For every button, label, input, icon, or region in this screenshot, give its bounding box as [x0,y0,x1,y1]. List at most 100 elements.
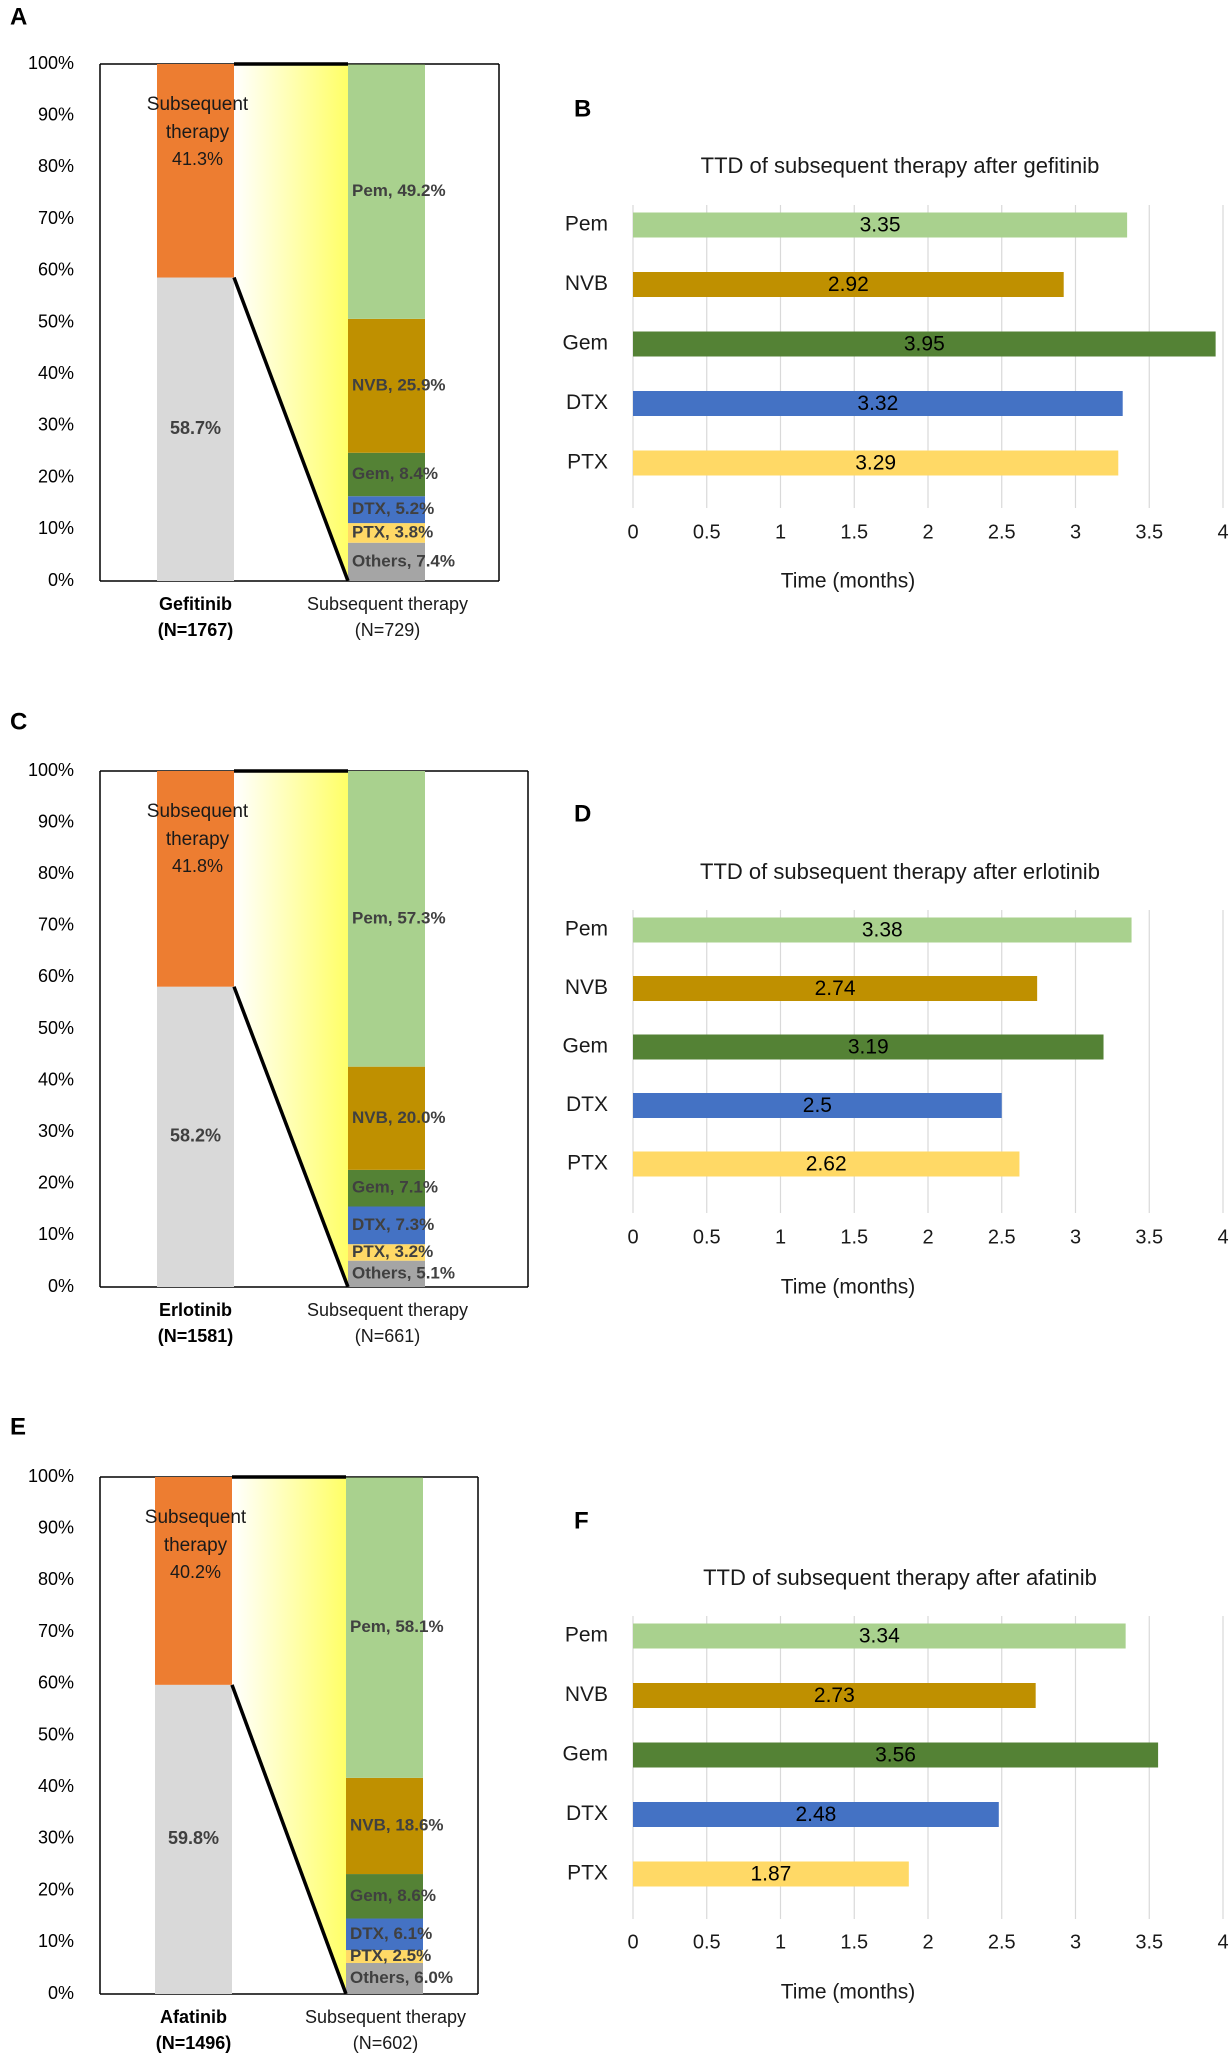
bar-gem [633,1742,1159,1768]
right-bar-segment-label: NVB, 25.9% [352,375,446,394]
connector-line-bottom [230,1684,348,1995]
y-tick-label: 50% [38,1724,74,1744]
bar-value-label: 3.34 [859,1625,900,1648]
x-tick-label: 4 [1217,1931,1228,1953]
bar-value-label: 3.32 [857,392,898,415]
right-bar-segment-ptx [348,1244,425,1261]
y-tick-label: 40% [38,363,74,383]
right-bar-segment-label: Others, 7.4% [352,551,455,570]
category-label: Gem [562,1035,608,1058]
right-bar-segment-label: Gem, 8.6% [350,1886,436,1905]
panel-B: B TTD of subsequent therapy after gefitin… [562,95,1228,592]
x-tick-label: 0 [627,521,638,543]
y-tick-label: 90% [38,104,74,124]
y-tick-label: 30% [38,415,74,435]
right-bar-segment-label: NVB, 20.0% [352,1108,446,1127]
x-tick-label: 1.5 [840,521,868,543]
left-bar-category-label: (N=1767) [158,620,234,640]
left-bar-bottom-label: 58.2% [170,1126,221,1146]
bar-value-label: 3.56 [875,1744,916,1767]
bar-nvb [633,1683,1036,1708]
y-tick-label: 20% [38,466,74,486]
x-axis-label: Time (months) [781,1276,916,1299]
y-tick-label: 100% [28,1466,74,1486]
left-bar-no-therapy [157,277,234,581]
left-bar-category-label: Erlotinib [159,1300,232,1320]
category-label: Gem [562,332,608,355]
right-bar-segment-label: PTX, 2.5% [350,1946,431,1965]
y-tick-label: 70% [38,208,74,228]
bar-value-label: 2.74 [815,977,856,1000]
left-bar-top-label: therapy [166,829,230,850]
right-bar-category-label: Subsequent therapy [307,1300,468,1320]
left-bar-top-label: Subsequent [147,94,249,115]
bar-ptx [633,1151,1020,1177]
left-bar-top-label: Subsequent [145,1507,247,1528]
y-tick-label: 100% [28,760,74,780]
chart-title: TTD of subsequent therapy after erlotini… [700,859,1100,884]
x-tick-label: 0.5 [693,1931,721,1953]
x-tick-label: 3.5 [1135,521,1163,543]
x-tick-label: 2 [922,1931,933,1953]
right-bar-segment-gem [346,1874,423,1919]
y-tick-label: 0% [48,1276,74,1296]
bar-value-label: 2.92 [828,273,869,296]
x-tick-label: 1.5 [840,1931,868,1953]
bar-nvb [633,272,1064,297]
y-tick-label: 10% [38,1224,74,1244]
panel-label: A [10,3,27,30]
x-tick-label: 2.5 [988,1226,1016,1248]
panel-label: D [574,800,591,827]
left-bar-bottom-label: 58.7% [170,418,221,438]
right-bar-segment-pem [348,64,425,319]
right-bar-category-label: (N=602) [353,2033,419,2053]
right-bar-segment-label: DTX, 7.3% [352,1215,434,1234]
chart-title: TTD of subsequent therapy after gefitini… [701,153,1100,178]
right-bar-segment-label: PTX, 3.8% [352,522,433,541]
left-bar-category-label: (N=1581) [158,1326,234,1346]
x-tick-label: 0 [627,1226,638,1248]
panel-D: D TTD of subsequent therapy after erlotin… [562,800,1228,1298]
category-label: DTX [566,1802,608,1825]
left-bar-top-label: therapy [164,1535,228,1556]
left-bar-top-label: 40.2% [170,1562,221,1582]
y-tick-label: 30% [38,1121,74,1141]
y-tick-label: 30% [38,1828,74,1848]
right-bar-segment-gem [348,452,425,497]
left-bar-category-label: (N=1496) [156,2033,232,2053]
bar-value-label: 3.19 [848,1036,889,1059]
bar-dtx [633,1093,1002,1118]
right-bar-segment-dtx [348,1206,425,1245]
left-bar-top-label: 41.8% [172,856,223,876]
x-tick-label: 4 [1217,1226,1228,1248]
connector-line-bottom [232,276,350,582]
right-bar-category-label: Subsequent therapy [307,594,468,614]
x-tick-label: 2 [922,1226,933,1248]
bar-pem [633,1623,1126,1649]
bar-gem [633,331,1216,357]
x-tick-label: 3 [1070,1226,1081,1248]
right-bar-segment-dtx [346,1918,423,1951]
y-tick-label: 10% [38,1931,74,1951]
bar-value-label: 2.5 [803,1094,832,1117]
y-tick-label: 100% [28,53,74,73]
category-label: Gem [562,1743,608,1766]
panel-E: E 0% 10% 20% 30% 40% 50% 60% 70% 80% 90% 100% 59.8% S… [10,1413,479,2053]
y-tick-label: 40% [38,1776,74,1796]
x-tick-label: 3 [1070,1931,1081,1953]
right-bar-segment-label: Pem, 49.2% [352,181,446,200]
bar-value-label: 3.35 [860,214,901,237]
y-tick-label: 80% [38,1569,74,1589]
x-axis-label: Time (months) [781,1981,916,2004]
x-tick-label: 2.5 [988,521,1016,543]
x-tick-label: 2 [922,521,933,543]
right-bar-segment-label: NVB, 18.6% [350,1815,444,1834]
left-bar-top-label: therapy [166,122,230,143]
left-bar-top-label: Subsequent [147,801,249,822]
panel-label: B [574,95,591,122]
y-tick-label: 20% [38,1879,74,1899]
left-bar-top-label: 41.3% [172,149,223,169]
bar-value-label: 1.87 [750,1863,791,1886]
bar-value-label: 3.38 [862,919,903,942]
